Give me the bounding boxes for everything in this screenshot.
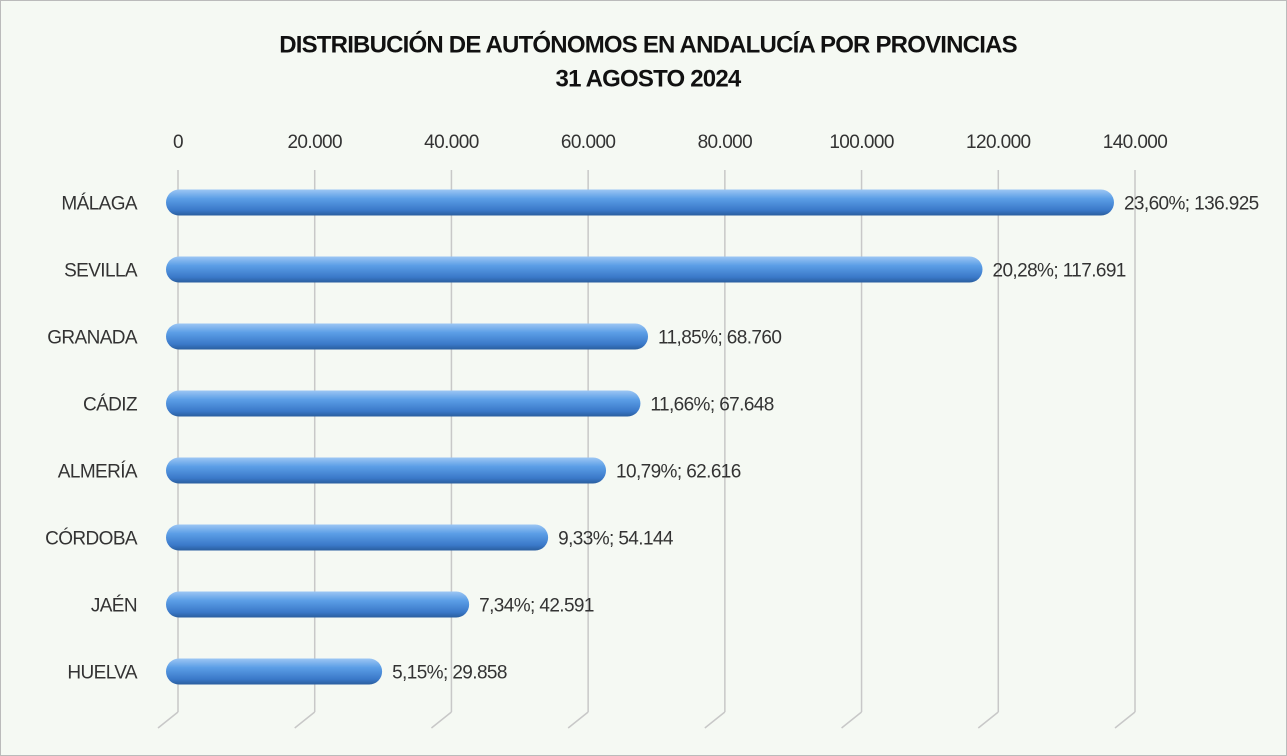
grid-foot xyxy=(430,711,452,729)
data-label: 9,33%; 54.144 xyxy=(558,529,674,550)
x-tick-label: 60.000 xyxy=(561,132,616,153)
bar xyxy=(166,390,641,417)
grid-foot xyxy=(704,711,726,729)
x-tick-label: 120.000 xyxy=(966,132,1031,153)
grid-foot xyxy=(841,711,863,729)
grid-foot xyxy=(157,711,179,729)
data-label: 7,34%; 42.591 xyxy=(479,596,594,617)
x-tick-label: 80.000 xyxy=(698,132,753,153)
y-tick-label: JAÉN xyxy=(91,596,137,617)
y-tick-label: CÁDIZ xyxy=(83,395,138,416)
data-label: 11,85%; 68.760 xyxy=(658,328,781,349)
y-tick-label: GRANADA xyxy=(47,328,138,349)
chart-subtitle: 31 AGOSTO 2024 xyxy=(556,65,742,92)
data-label: 10,79%; 62.616 xyxy=(616,462,741,483)
bar xyxy=(166,524,549,551)
x-tick-label: 20.000 xyxy=(287,132,342,153)
bar xyxy=(166,189,1114,216)
grid-foot xyxy=(294,711,316,729)
bar xyxy=(166,256,983,283)
bar xyxy=(166,591,470,618)
bar xyxy=(166,457,607,484)
x-tick-label: 140.000 xyxy=(1103,132,1168,153)
bar xyxy=(166,323,649,350)
bar xyxy=(166,658,383,685)
y-tick-label: HUELVA xyxy=(67,663,138,684)
y-tick-label: MÁLAGA xyxy=(61,194,138,215)
x-tick-label: 100.000 xyxy=(829,132,894,153)
grid-foot xyxy=(567,711,589,729)
chart-title: DISTRIBUCIÓN DE AUTÓNOMOS EN ANDALUCÍA P… xyxy=(279,30,1017,58)
grid-foot xyxy=(977,711,999,729)
y-tick-label: CÓRDOBA xyxy=(45,528,138,550)
x-tick-label: 0 xyxy=(173,132,183,153)
data-label: 20,28%; 117.691 xyxy=(993,261,1126,282)
data-label: 11,66%; 67.648 xyxy=(650,395,773,416)
data-label: 5,15%; 29.858 xyxy=(392,663,507,684)
grid-foot xyxy=(1114,711,1136,729)
data-label: 23,60%; 136.925 xyxy=(1124,194,1259,215)
y-tick-label: ALMERÍA xyxy=(58,462,138,483)
x-tick-label: 40.000 xyxy=(424,132,479,153)
y-tick-label: SEVILLA xyxy=(64,261,138,282)
